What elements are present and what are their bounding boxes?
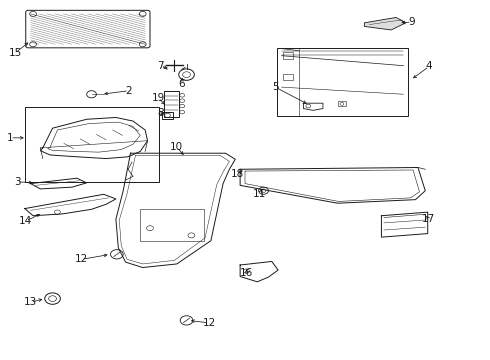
Text: 9: 9 [408,17,415,27]
Text: 16: 16 [240,268,253,278]
Text: 2: 2 [126,86,132,96]
Bar [283,52,293,59]
Bar [338,102,346,107]
Polygon shape [365,18,406,30]
Bar [162,112,173,118]
Text: 12: 12 [75,254,88,264]
Text: 19: 19 [151,93,165,103]
Text: 17: 17 [422,214,435,224]
Text: 15: 15 [8,48,22,58]
Text: 3: 3 [14,177,20,187]
Text: 1: 1 [7,133,13,143]
Text: 7: 7 [157,61,164,71]
Bar [164,91,179,117]
Text: 11: 11 [253,189,266,199]
Text: 4: 4 [426,62,433,71]
Bar [25,107,159,182]
Text: 8: 8 [157,108,164,118]
Text: 13: 13 [24,297,37,307]
Bar [140,208,203,241]
Text: 5: 5 [272,82,278,92]
Text: 14: 14 [19,216,32,226]
Bar [283,73,293,80]
Text: 10: 10 [170,142,183,152]
Text: 18: 18 [231,168,245,179]
Text: 6: 6 [178,79,185,89]
Text: 12: 12 [203,318,216,328]
